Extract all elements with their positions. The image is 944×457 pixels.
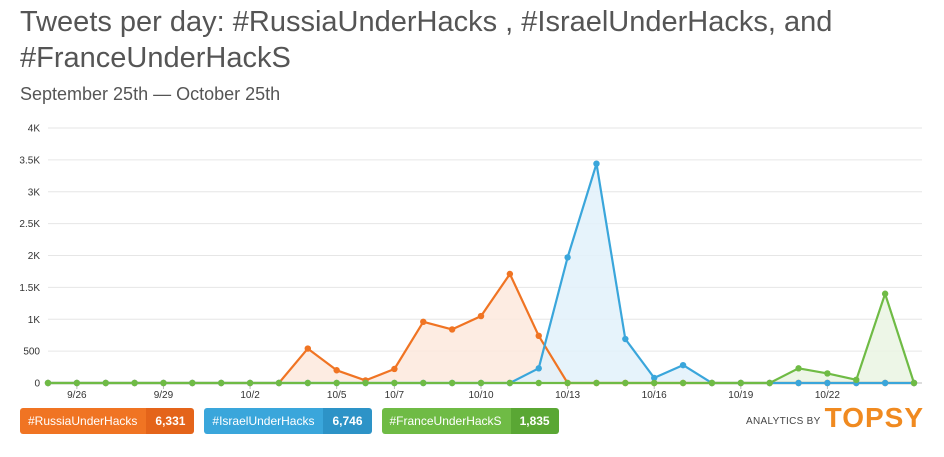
series-points [44, 160, 918, 387]
data-point [246, 379, 254, 387]
legend-item-france[interactable]: #FranceUnderHackS 1,835 [381, 408, 559, 434]
data-point [304, 379, 311, 387]
y-tick-label: 0 [34, 379, 40, 390]
data-point [593, 379, 600, 387]
chart-subtitle: September 25th — October 25th [20, 84, 281, 104]
data-point [44, 379, 52, 387]
data-point [564, 379, 571, 387]
data-point [304, 345, 311, 352]
legend-count: 6,331 [146, 408, 195, 434]
data-point [910, 379, 918, 387]
data-point [795, 379, 802, 387]
data-point [420, 318, 427, 325]
data-point [564, 254, 571, 261]
brand-small: ANALYTICS BY [746, 416, 821, 427]
data-point [651, 374, 658, 382]
legend-name: #RussiaUnderHacks [20, 408, 147, 434]
data-point [853, 376, 860, 384]
data-point [535, 332, 542, 340]
series-area [48, 274, 914, 383]
y-tick-label: 2.5K [19, 219, 40, 230]
data-point [679, 361, 687, 369]
y-tick-label: 2K [28, 251, 41, 262]
data-point [824, 379, 831, 387]
data-point [73, 379, 81, 387]
y-axis-ticks: 0 500 1K 1.5K 2K 2.5K 3K 3.5K 4K [19, 124, 40, 390]
y-tick-label: 4K [28, 124, 41, 135]
data-point [160, 379, 167, 387]
brand-big: TOPSY [824, 402, 924, 433]
y-tick-label: 3K [28, 187, 41, 198]
data-point [622, 379, 629, 387]
x-tick-label: 10/13 [555, 390, 580, 401]
data-point [477, 312, 485, 320]
x-tick-label: 10/2 [240, 390, 260, 401]
data-point [420, 379, 427, 387]
y-tick-label: 1K [28, 315, 41, 326]
data-point [708, 379, 716, 387]
data-point [766, 379, 773, 387]
x-tick-label: 10/19 [728, 390, 753, 401]
data-point [448, 379, 456, 387]
series-areas [48, 163, 914, 383]
data-point [333, 379, 340, 387]
data-point [218, 379, 225, 387]
data-point [391, 379, 398, 387]
data-point [391, 365, 398, 373]
data-point [506, 270, 514, 278]
legend-name: #IsraelUnderHacks [204, 408, 324, 434]
legend-count: 6,746 [323, 408, 372, 434]
data-point [535, 365, 542, 372]
y-tick-label: 500 [23, 347, 40, 358]
x-tick-label: 10/7 [385, 390, 405, 401]
x-axis-ticks: 9/26 9/29 10/2 10/5 10/7 10/10 10/13 10/16 10/19… [67, 383, 840, 401]
data-point [131, 379, 138, 387]
x-tick-label: 9/29 [154, 390, 174, 401]
data-point [189, 379, 196, 387]
legend-count: 1,835 [510, 408, 559, 434]
x-tick-label: 10/16 [642, 390, 667, 401]
data-point [506, 379, 514, 387]
data-point [737, 379, 744, 387]
data-point [477, 379, 485, 387]
data-point [535, 379, 542, 387]
data-point [622, 335, 629, 343]
data-point [881, 379, 889, 387]
y-tick-label: 1.5K [19, 283, 40, 294]
y-tick-label: 3.5K [19, 155, 40, 166]
x-tick-label: 10/10 [468, 390, 493, 401]
data-point [275, 379, 283, 387]
x-tick-label: 9/26 [67, 390, 87, 401]
data-point [448, 326, 456, 333]
data-point [102, 379, 109, 387]
legend: #RussiaUnderHacks 6,331 #IsraelUnderHack… [20, 408, 559, 434]
data-point [651, 379, 658, 387]
legend-item-russia[interactable]: #RussiaUnderHacks 6,331 [20, 408, 195, 434]
legend-name: #FranceUnderHackS [381, 408, 511, 434]
data-point [881, 290, 889, 297]
data-point [795, 365, 802, 372]
data-point [679, 379, 687, 387]
legend-item-israel[interactable]: #IsraelUnderHacks 6,746 [204, 408, 372, 434]
topsy-logo[interactable]: ANALYTICS BY TOPSY [746, 404, 924, 432]
data-point [824, 370, 831, 377]
x-tick-label: 10/22 [815, 390, 840, 401]
data-point [333, 367, 340, 374]
x-tick-label: 10/5 [327, 390, 347, 401]
data-point [362, 379, 369, 387]
data-point [593, 160, 600, 167]
chart-title: Tweets per day: #RussiaUnderHacks , #Isr… [20, 6, 833, 74]
